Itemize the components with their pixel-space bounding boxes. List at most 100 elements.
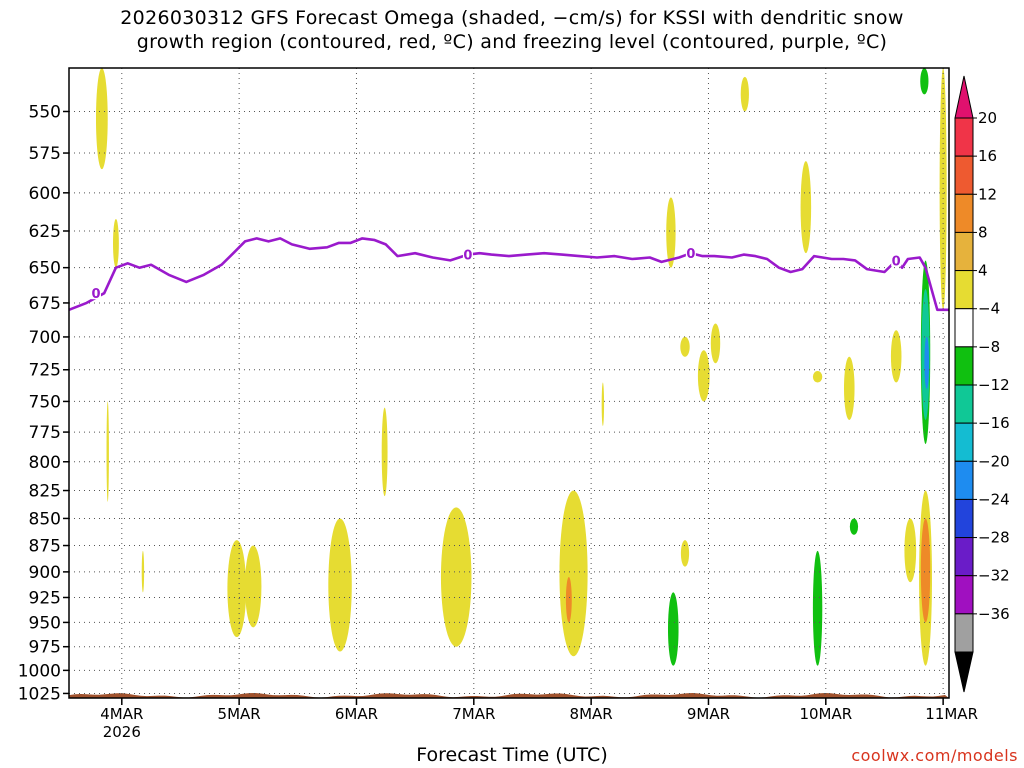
colorbar-swatch-4 [954,270,974,310]
y-tick-label-700: 700 [29,328,61,348]
colorbar: 20 16 12 8 4 −4 −8 −12 −16 −20 −24 −28 −32 −36 [954,75,1010,693]
omega-region-15 [680,540,690,567]
y-tick-label-750: 750 [29,392,61,412]
y-tick-label-975: 975 [29,638,61,658]
omega-region-20 [812,550,823,666]
omega-region-2 [106,401,109,502]
x-tick-label-3: 7MAR [452,705,495,723]
omega-region-17 [710,323,721,364]
colorbar-swatch-12 [954,575,974,615]
omega-region-7 [381,407,388,497]
colorbar-label-4: 4 [978,262,988,280]
colorbar-swatch-3 [954,231,974,272]
x-tick-label-7: 11MAR [925,705,978,723]
y-axis-ticks: 550 575 600 625 650 675 700 725 750 775 800 825 850 8… [18,102,69,704]
freezing-label-bg-3 [891,253,902,267]
freezing-label-bg-1 [462,247,473,261]
omega-region-5 [245,545,262,628]
chart-title: 2026030312 GFS Forecast Omega (shaded, −… [0,6,1024,54]
colorbar-swatch-2 [954,193,974,233]
omega-shaded-regions [95,68,947,666]
colorbar-swatch-6 [954,346,974,386]
y-tick-label-575: 575 [29,144,61,164]
colorbar-label-11: −28 [978,529,1010,547]
omega-region-19 [800,161,812,254]
omega-region-4 [227,540,247,638]
omega-region-10 [565,577,572,623]
plot-frame [68,67,950,699]
omega-region-23 [849,518,859,535]
y-tick-label-925: 925 [29,588,61,608]
omega-region-24 [890,330,902,383]
colorbar-label-12: −32 [978,567,1010,585]
ground-surface [69,693,949,698]
x-tick-label-2: 6MAR [335,705,378,723]
colorbar-label-9: −20 [978,452,1010,470]
x-axis-label: Forecast Time (UTC) [416,744,608,766]
grid-lines [69,68,949,698]
y-tick-label-950: 950 [29,613,61,633]
y-tick-label-1000: 1000 [18,661,61,681]
freezing-level-label-3: 0 [892,254,901,269]
omega-region-0 [95,68,108,170]
freezing-level-line [68,237,949,312]
omega-region-12 [666,197,676,268]
freezing-level-label-0: 0 [91,287,100,302]
x-tick-sublabel-0: 2026 [103,723,141,741]
omega-region-16 [697,350,710,402]
omega-region-25 [904,518,917,583]
credit-link[interactable]: coolwx.com/models [851,746,1018,765]
y-tick-label-550: 550 [29,102,61,122]
omega-region-31 [920,68,929,95]
omega-region-6 [328,518,352,652]
colorbar-bottom-arrow [954,651,974,693]
y-tick-label-850: 850 [29,509,61,529]
freezing-level-label-1: 0 [463,249,472,264]
colorbar-label-2: 12 [978,185,997,203]
omega-region-21 [812,371,823,383]
freezing-label-bg-2 [685,246,696,260]
omega-region-8 [440,507,472,647]
ground-fill [69,693,949,698]
x-tick-label-6: 10MAR [799,705,852,723]
y-tick-label-825: 825 [29,482,61,502]
omega-region-22 [843,356,855,420]
colorbar-swatch-11 [954,537,974,577]
colorbar-swatch-7 [954,384,974,424]
omega-region-27 [920,518,931,623]
y-tick-label-800: 800 [29,453,61,473]
y-tick-label-900: 900 [29,563,61,583]
colorbar-swatch-5 [954,308,974,348]
x-tick-label-0: 4MAR [100,705,143,723]
colorbar-label-10: −24 [978,490,1010,508]
colorbar-swatch-8 [954,422,974,462]
freezing-level-label-2: 0 [686,247,695,262]
y-tick-label-650: 650 [29,259,61,279]
y-tick-label-875: 875 [29,537,61,557]
omega-region-1 [113,218,119,268]
colorbar-label-3: 8 [978,223,988,241]
omega-region-11 [601,382,605,427]
y-tick-label-725: 725 [29,361,61,381]
colorbar-swatch-13 [954,613,974,653]
colorbar-label-7: −12 [978,376,1010,394]
colorbar-top-arrow [954,75,974,119]
freezing-level: 0 0 0 0 [68,237,949,312]
colorbar-label-8: −16 [978,414,1010,432]
colorbar-label-13: −36 [978,605,1010,623]
omega-region-9 [559,490,588,657]
x-tick-label-5: 9MAR [687,705,730,723]
y-tick-label-600: 600 [29,184,61,204]
colorbar-label-0: 20 [978,109,997,127]
y-tick-label-775: 775 [29,423,61,443]
x-tick-label-4: 8MAR [570,705,613,723]
chart-title-line-1: 2026030312 GFS Forecast Omega (shaded, −… [120,7,904,29]
chart-title-line-2: growth region (contoured, red, ºC) and f… [136,31,888,53]
colorbar-swatch-1 [954,155,974,195]
omega-region-30 [924,336,930,389]
colorbar-label-1: 16 [978,147,997,165]
y-tick-label-1025: 1025 [18,684,61,704]
omega-region-13 [667,592,679,666]
